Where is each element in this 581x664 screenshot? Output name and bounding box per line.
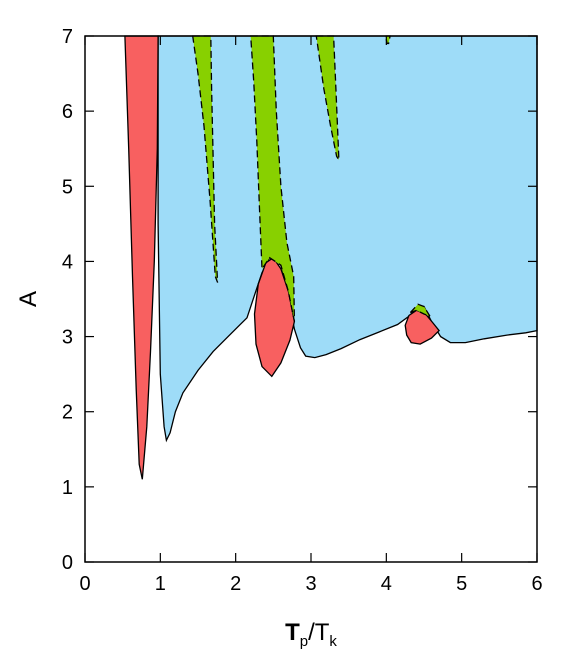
x-label-sub1: p (300, 633, 308, 650)
region-green-2 (250, 35, 296, 322)
x-label-sep: /T (308, 619, 330, 646)
x-tick-label: 6 (531, 573, 542, 595)
y-tick-label: 7 (62, 26, 73, 48)
region-blue (157, 35, 538, 443)
y-tick-label: 4 (62, 251, 73, 273)
y-tick-label: 5 (62, 176, 73, 198)
region-green-3 (315, 35, 340, 161)
x-tick-label: 3 (305, 573, 316, 595)
x-tick-label: 1 (155, 573, 166, 595)
x-axis-label: Tp/Tk (285, 619, 337, 650)
x-tick-label: 2 (230, 573, 241, 595)
region-green-5 (409, 303, 432, 318)
region-red-3 (404, 309, 440, 345)
y-axis-label: A (15, 291, 42, 307)
ticks-layer: 0 1 2 3 4 5 6 0 1 2 3 4 5 6 7 (62, 26, 543, 595)
y-tick-label: 6 (62, 101, 73, 123)
region-green-1 (191, 35, 219, 283)
x-tick-label: 5 (456, 573, 467, 595)
y-tick-label: 2 (62, 402, 73, 424)
y-tick-label: 0 (62, 552, 73, 574)
region-red-1 (124, 35, 159, 480)
regions-layer (124, 35, 538, 480)
x-label-sub2: k (329, 633, 337, 650)
x-label-main: T (285, 619, 300, 646)
y-tick-label: 1 (62, 477, 73, 499)
x-tick-label: 4 (381, 573, 392, 595)
y-tick-label: 3 (62, 327, 73, 349)
x-tick-label: 0 (79, 573, 90, 595)
